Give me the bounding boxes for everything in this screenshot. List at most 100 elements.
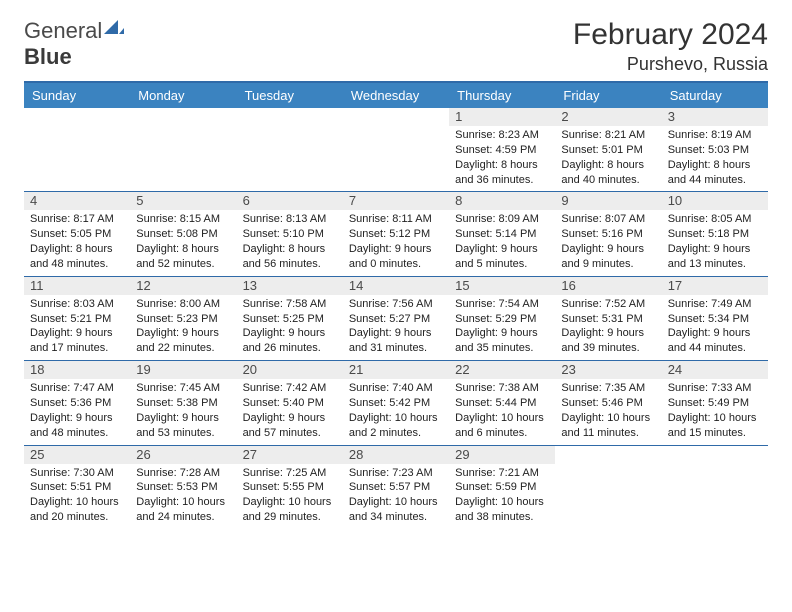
day-cell: 25Sunrise: 7:30 AMSunset: 5:51 PMDayligh… [24,446,130,529]
day-cell: 29 Sunrise: 7:21 AMSunset: 5:59 PMDayligh… [449,446,555,529]
sunset-text: Sunset: 5:44 PM [455,396,549,411]
day-number: 24 [662,361,768,379]
sunset-text: Sunset: 5:38 PM [136,396,230,411]
day-number [662,446,768,464]
day-info: Sunrise: 8:03 AMSunset: 5:21 PMDaylight:… [24,295,130,360]
week-row: 25Sunrise: 7:30 AMSunset: 5:51 PMDayligh… [24,446,768,529]
daylight-text: Daylight: 8 hours and 36 minutes. [455,158,549,188]
calendar-body: 1Sunrise: 8:23 AMSunset: 4:59 PMDaylight… [24,108,768,529]
logo-text: General Blue [24,18,124,70]
day-cell: 3Sunrise: 8:19 AMSunset: 5:03 PMDaylight… [662,108,768,191]
day-cell: 10Sunrise: 8:05 AMSunset: 5:18 PMDayligh… [662,192,768,275]
empty-cell [130,108,236,191]
day-number: 18 [24,361,130,379]
day-cell: 8Sunrise: 8:09 AMSunset: 5:14 PMDaylight… [449,192,555,275]
calendar-header: SundayMondayTuesdayWednesdayThursdayFrid… [24,83,768,108]
daylight-text: Daylight: 9 hours and 44 minutes. [668,326,762,356]
day-info: Sunrise: 7:25 AMSunset: 5:55 PMDaylight:… [237,464,343,529]
day-number: 3 [662,108,768,126]
daylight-text: Daylight: 9 hours and 57 minutes. [243,411,337,441]
sunrise-text: Sunrise: 7:49 AM [668,297,762,312]
daylight-text: Daylight: 9 hours and 53 minutes. [136,411,230,441]
sunrise-text: Sunrise: 8:17 AM [30,212,124,227]
day-info: Sunrise: 7:30 AMSunset: 5:51 PMDaylight:… [24,464,130,529]
day-cell: 13Sunrise: 7:58 AMSunset: 5:25 PMDayligh… [237,277,343,360]
day-cell: 19Sunrise: 7:45 AMSunset: 5:38 PMDayligh… [130,361,236,444]
day-cell: 20Sunrise: 7:42 AMSunset: 5:40 PMDayligh… [237,361,343,444]
header: General Blue February 2024 Purshevo, Rus… [24,18,768,75]
day-number: 8 [449,192,555,210]
sunrise-text: Sunrise: 7:40 AM [349,381,443,396]
daylight-text: Daylight: 8 hours and 44 minutes. [668,158,762,188]
week-row: 11Sunrise: 8:03 AMSunset: 5:21 PMDayligh… [24,277,768,361]
daylight-text: Daylight: 9 hours and 13 minutes. [668,242,762,272]
sunrise-text: Sunrise: 7:35 AM [561,381,655,396]
day-info: Sunrise: 8:11 AMSunset: 5:12 PMDaylight:… [343,210,449,275]
sunset-text: Sunset: 5:27 PM [349,312,443,327]
day-info: Sunrise: 7:28 AMSunset: 5:53 PMDaylight:… [130,464,236,529]
day-number: 23 [555,361,661,379]
day-number: 26 [130,446,236,464]
day-number: 29 [449,446,555,464]
location: Purshevo, Russia [573,54,768,75]
day-cell: 18Sunrise: 7:47 AMSunset: 5:36 PMDayligh… [24,361,130,444]
day-cell: 2Sunrise: 8:21 AMSunset: 5:01 PMDaylight… [555,108,661,191]
dayname-wednesday: Wednesday [343,83,449,108]
daylight-text: Daylight: 10 hours and 6 minutes. [455,411,549,441]
sunrise-text: Sunrise: 7:21 AM [455,466,549,481]
day-info: Sunrise: 8:21 AMSunset: 5:01 PMDaylight:… [555,126,661,191]
day-info: Sunrise: 7:23 AMSunset: 5:57 PMDaylight:… [343,464,449,529]
day-cell: 28Sunrise: 7:23 AMSunset: 5:57 PMDayligh… [343,446,449,529]
daylight-text: Daylight: 10 hours and 2 minutes. [349,411,443,441]
sunset-text: Sunset: 5:40 PM [243,396,337,411]
day-number: 25 [24,446,130,464]
sunset-text: Sunset: 5:18 PM [668,227,762,242]
day-info: Sunrise: 7:54 AMSunset: 5:29 PMDaylight:… [449,295,555,360]
day-number: 5 [130,192,236,210]
day-cell: 23Sunrise: 7:35 AMSunset: 5:46 PMDayligh… [555,361,661,444]
day-cell: 27Sunrise: 7:25 AMSunset: 5:55 PMDayligh… [237,446,343,529]
sunrise-text: Sunrise: 8:09 AM [455,212,549,227]
day-cell: 9Sunrise: 8:07 AMSunset: 5:16 PMDaylight… [555,192,661,275]
sunset-text: Sunset: 5:59 PM [455,480,549,495]
day-cell: 1Sunrise: 8:23 AMSunset: 4:59 PMDaylight… [449,108,555,191]
dayname-friday: Friday [555,83,661,108]
day-info: Sunrise: 7:49 AMSunset: 5:34 PMDaylight:… [662,295,768,360]
sunrise-text: Sunrise: 7:45 AM [136,381,230,396]
sunrise-text: Sunrise: 8:03 AM [30,297,124,312]
daylight-text: Daylight: 10 hours and 38 minutes. [455,495,549,525]
day-number: 2 [555,108,661,126]
day-info: Sunrise: 8:07 AMSunset: 5:16 PMDaylight:… [555,210,661,275]
sunset-text: Sunset: 5:14 PM [455,227,549,242]
day-number: 12 [130,277,236,295]
sunrise-text: Sunrise: 8:07 AM [561,212,655,227]
sunset-text: Sunset: 5:08 PM [136,227,230,242]
daylight-text: Daylight: 10 hours and 24 minutes. [136,495,230,525]
day-info: Sunrise: 7:38 AMSunset: 5:44 PMDaylight:… [449,379,555,444]
sunset-text: Sunset: 5:05 PM [30,227,124,242]
empty-cell [237,108,343,191]
sunset-text: Sunset: 5:01 PM [561,143,655,158]
daylight-text: Daylight: 8 hours and 40 minutes. [561,158,655,188]
dayname-saturday: Saturday [662,83,768,108]
sunset-text: Sunset: 5:29 PM [455,312,549,327]
logo-sail-icon [104,20,124,38]
daylight-text: Daylight: 10 hours and 29 minutes. [243,495,337,525]
day-cell: 12Sunrise: 8:00 AMSunset: 5:23 PMDayligh… [130,277,236,360]
day-cell: 5Sunrise: 8:15 AMSunset: 5:08 PMDaylight… [130,192,236,275]
sunset-text: Sunset: 5:55 PM [243,480,337,495]
day-number: 1 [449,108,555,126]
daylight-text: Daylight: 9 hours and 39 minutes. [561,326,655,356]
day-cell: 16Sunrise: 7:52 AMSunset: 5:31 PMDayligh… [555,277,661,360]
day-number: 13 [237,277,343,295]
day-cell: 14Sunrise: 7:56 AMSunset: 5:27 PMDayligh… [343,277,449,360]
day-number: 14 [343,277,449,295]
day-number [555,446,661,464]
week-row: 18Sunrise: 7:47 AMSunset: 5:36 PMDayligh… [24,361,768,445]
daylight-text: Daylight: 9 hours and 22 minutes. [136,326,230,356]
day-number: 21 [343,361,449,379]
empty-cell [555,446,661,529]
sunrise-text: Sunrise: 7:47 AM [30,381,124,396]
day-info: Sunrise: 7:35 AMSunset: 5:46 PMDaylight:… [555,379,661,444]
sunrise-text: Sunrise: 7:25 AM [243,466,337,481]
